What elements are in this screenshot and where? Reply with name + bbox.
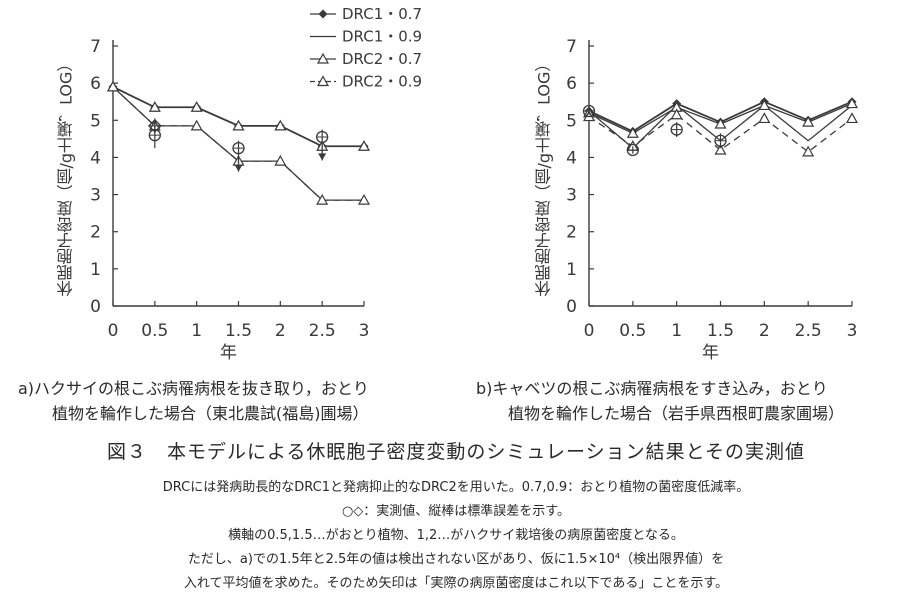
- figure-title: 図３ 本モデルによる休眠胞子密度変動のシミュレーション結果とその実測値: [106, 441, 806, 463]
- y-tick-label: 3: [566, 186, 577, 206]
- series-point-2: [232, 119, 245, 131]
- x-tick-label: 1: [671, 321, 682, 341]
- x-tick-label: 3: [359, 321, 370, 341]
- observed-point: [714, 134, 727, 147]
- y-tick-label: 3: [90, 186, 101, 206]
- legend-marker-0: [318, 9, 328, 19]
- series-point-3: [758, 112, 771, 124]
- observed-point: [670, 123, 683, 136]
- series-point-2: [802, 115, 815, 127]
- y-tick-label: 7: [566, 37, 577, 57]
- y-tick-label: 4: [90, 148, 101, 168]
- observed-point: [316, 130, 329, 144]
- series-point-3: [802, 145, 815, 157]
- caption-a-line-1: a)ハクサイの根こぶ病罹病根を抜き取り，おとり: [18, 379, 369, 398]
- series-point-2: [274, 119, 287, 131]
- x-tick-label: 2: [759, 321, 770, 341]
- legend-label-3: DRC2・0.9: [342, 73, 422, 91]
- y-tick-label: 0: [566, 297, 577, 317]
- figure-note-3: 横軸の0.5,1.5…がおとり植物、1,2…がハクサイ栽培後の病原菌密度となる。: [228, 528, 684, 543]
- x-tick-label: 2.5: [795, 321, 822, 341]
- series-point-2: [357, 140, 371, 151]
- series-point-3: [357, 193, 371, 205]
- series-point-3: [106, 80, 120, 92]
- legend-label-1: DRC1・0.9: [342, 28, 422, 46]
- figure-note-5: 入れて平均値を求めた。そのため矢印は「実際の病原菌密度はこれ以下である」ことを示…: [183, 576, 729, 591]
- x-tick-label: 2.5: [309, 321, 336, 341]
- legend-label-0: DRC1・0.7: [342, 5, 422, 23]
- observed-point: [232, 141, 245, 155]
- series-point-3: [845, 112, 859, 124]
- y-axis-label: 休眠胞子密度（個/g土壌，LOG）: [57, 56, 76, 297]
- series-point-3: [190, 119, 203, 131]
- upper-bound-arrowhead: [234, 164, 243, 172]
- x-tick-label: 2: [275, 321, 286, 341]
- y-tick-label: 4: [566, 148, 577, 168]
- y-tick-label: 6: [90, 74, 101, 94]
- y-tick-label: 0: [90, 297, 101, 317]
- series-point-2: [845, 97, 859, 109]
- y-tick-label: 1: [90, 260, 101, 280]
- observed-point: [626, 143, 639, 157]
- figure-note-1: DRCには発病助長的なDRC1と発病抑止的なDRC2を用いた。0.7,0.9：お…: [162, 480, 750, 495]
- legend-marker-2: [316, 52, 330, 64]
- y-tick-label: 7: [90, 37, 101, 57]
- series-point-2: [714, 117, 727, 129]
- caption-a-line-2: 植物を輪作した場合（東北農試(福島)圃場）: [52, 404, 369, 423]
- series-point-3: [316, 193, 329, 205]
- series-point-2: [148, 101, 161, 112]
- legend-marker-3: [316, 75, 330, 87]
- chart-panel-b: 0 1 2 3 4 5 6 7 0 0.5 1 1.5 2 2.5 3 年 休眠胞子密度（個/g土壌，LOG）: [535, 37, 859, 363]
- x-axis-label: 年: [702, 343, 719, 363]
- y-tick-label: 5: [90, 111, 101, 131]
- x-tick-label: 0.5: [141, 321, 168, 341]
- series-point-2: [626, 127, 639, 138]
- figure-note-4: ただし、a)での1.5年と2.5年の値は検出されない区があり、仮に1.5×10⁴…: [187, 552, 725, 567]
- observed-point: [582, 104, 596, 118]
- x-axis-label: 年: [220, 343, 237, 363]
- y-tick-label: 6: [566, 74, 577, 94]
- x-tick-label: 3: [847, 321, 858, 341]
- y-axis-label: 休眠胞子密度（個/g土壌，LOG）: [535, 56, 554, 297]
- x-tick-label: 0.5: [619, 321, 646, 341]
- x-tick-label: 1: [191, 321, 202, 341]
- caption-b-line-2: 植物を輪作した場合（岩手県西根町農家圃場）: [508, 404, 845, 423]
- series-point-3: [714, 143, 727, 155]
- series-point-2: [190, 101, 203, 112]
- y-tick-label: 2: [566, 223, 577, 243]
- series-point-3: [670, 108, 683, 120]
- figure-note-2: ○◇：実測値、縦棒は標準誤差を示す。: [341, 504, 571, 519]
- y-tick-label: 5: [566, 111, 577, 131]
- series-point-2: [758, 99, 771, 111]
- chart-panel-a: 0 1 2 3 4 5 6 7 0 0.5 1 1.5 2 2.5 3 年 休眠胞子密度（個/g土壌，LOG） D…: [57, 5, 423, 363]
- x-tick-label: 1.5: [225, 321, 252, 341]
- observed-point: [147, 118, 162, 133]
- upper-bound-arrowhead: [318, 153, 327, 161]
- legend-label-2: DRC2・0.7: [342, 50, 422, 68]
- series-point-3: [274, 154, 287, 166]
- x-tick-label: 0: [108, 321, 119, 341]
- x-tick-label: 0: [584, 321, 595, 341]
- x-tick-label: 1.5: [707, 321, 734, 341]
- caption-b-line-1: b)キャベツの根こぶ病罹病根をすき込み，おとり: [476, 379, 828, 398]
- y-tick-label: 1: [566, 260, 577, 280]
- y-tick-label: 2: [90, 223, 101, 243]
